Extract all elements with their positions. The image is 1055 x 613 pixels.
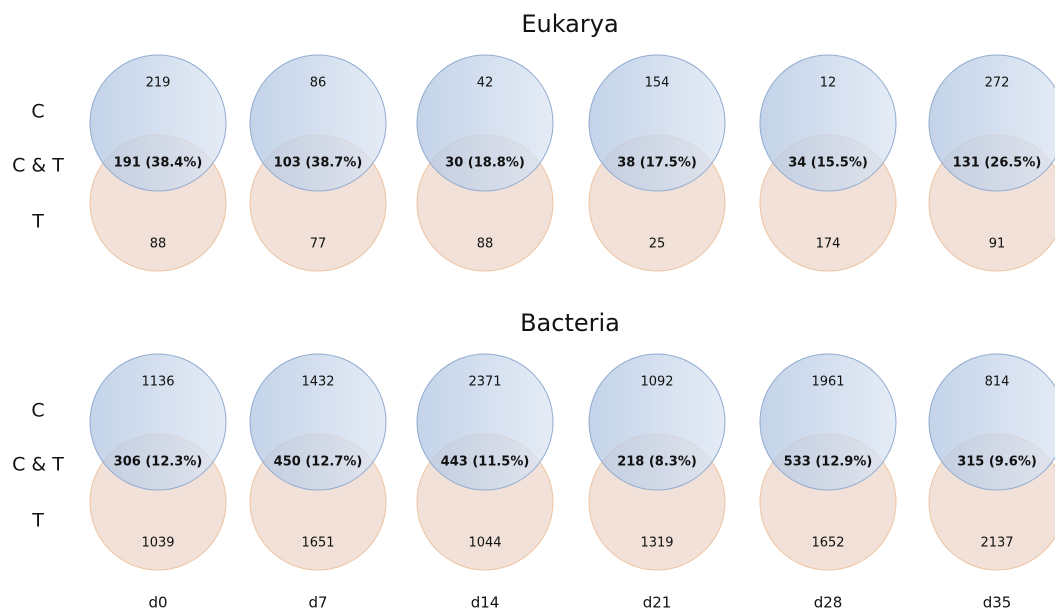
overlap-count: 103 (38.7%)	[274, 156, 363, 171]
overlap-count: 131 (26.5%)	[953, 156, 1042, 171]
top-circle	[588, 54, 726, 192]
top-circle	[249, 353, 387, 491]
column-label: d7	[308, 594, 327, 612]
top-count: 1136	[141, 375, 174, 390]
top-circle	[759, 353, 897, 491]
bottom-count: 77	[310, 237, 327, 252]
column-label: d14	[471, 594, 500, 612]
bottom-count: 2137	[980, 536, 1013, 551]
row-label: T	[31, 211, 44, 233]
row-label: C & T	[12, 155, 64, 177]
bottom-count: 25	[649, 237, 666, 252]
overlap-count: 30 (18.8%)	[445, 156, 525, 171]
overlap-count: 315 (9.6%)	[957, 455, 1037, 470]
top-count: 219	[146, 76, 171, 91]
bottom-count: 174	[816, 237, 841, 252]
row-label: C	[31, 400, 44, 422]
column-label: d28	[814, 594, 843, 612]
overlap-count: 38 (17.5%)	[617, 156, 697, 171]
top-circle	[588, 353, 726, 491]
top-count: 272	[985, 76, 1010, 91]
bottom-count: 88	[477, 237, 494, 252]
overlap-count: 34 (15.5%)	[788, 156, 868, 171]
top-circle	[759, 54, 897, 192]
bottom-count: 1044	[468, 536, 501, 551]
column-label: d0	[148, 594, 167, 612]
overlap-count: 218 (8.3%)	[617, 455, 697, 470]
top-circle	[249, 54, 387, 192]
panel-title: Bacteria	[520, 309, 620, 337]
top-count: 86	[310, 76, 327, 91]
bottom-count: 88	[150, 237, 167, 252]
top-count: 42	[477, 76, 494, 91]
overlap-count: 450 (12.7%)	[274, 455, 363, 470]
bottom-count: 1319	[640, 536, 673, 551]
top-count: 12	[820, 76, 837, 91]
column-label: d21	[643, 594, 672, 612]
top-circle	[928, 353, 1055, 491]
overlap-count: 533 (12.9%)	[784, 455, 873, 470]
row-label: C & T	[12, 454, 64, 476]
top-circle	[416, 54, 554, 192]
column-label: d35	[983, 594, 1012, 612]
bottom-count: 1039	[141, 536, 174, 551]
top-count: 814	[985, 375, 1010, 390]
overlap-count: 306 (12.3%)	[114, 455, 203, 470]
bottom-count: 91	[989, 237, 1006, 252]
panel-title: Eukarya	[521, 10, 618, 38]
top-circle	[928, 54, 1055, 192]
top-count: 154	[645, 76, 670, 91]
top-count: 1432	[301, 375, 334, 390]
overlap-count: 191 (38.4%)	[114, 156, 203, 171]
bottom-count: 1652	[811, 536, 844, 551]
top-circle	[89, 54, 227, 192]
bottom-count: 1651	[301, 536, 334, 551]
top-count: 2371	[468, 375, 501, 390]
top-circle	[416, 353, 554, 491]
top-circle	[89, 353, 227, 491]
top-count: 1092	[640, 375, 673, 390]
top-count: 1961	[811, 375, 844, 390]
row-label: T	[31, 510, 44, 532]
overlap-count: 443 (11.5%)	[441, 455, 530, 470]
row-label: C	[31, 101, 44, 123]
